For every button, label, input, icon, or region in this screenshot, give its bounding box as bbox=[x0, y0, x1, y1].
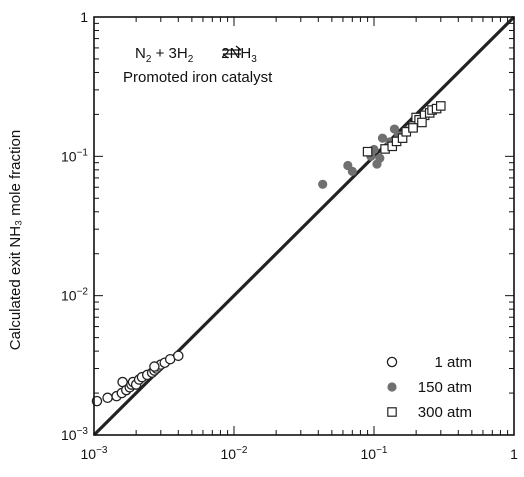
x-tick-label: 10−3 bbox=[81, 445, 108, 462]
y-tick-label: 10−1 bbox=[61, 147, 88, 164]
annotation-layer: N2 + 3H2 2NH3 Promoted iron catalyst bbox=[123, 45, 273, 86]
data-point bbox=[417, 117, 427, 128]
data-point bbox=[102, 392, 113, 404]
x-tick-label: 10−1 bbox=[361, 445, 388, 462]
data-point bbox=[377, 133, 388, 143]
legend-marker bbox=[387, 382, 397, 392]
catalyst-annotation: Promoted iron catalyst bbox=[123, 69, 273, 86]
y-tick-label: 1 bbox=[80, 9, 88, 25]
data-point bbox=[149, 361, 160, 372]
series-1-atm bbox=[91, 350, 184, 407]
data-point bbox=[389, 124, 400, 134]
legend-label: 300 atm bbox=[418, 404, 472, 421]
series-150-atm bbox=[318, 124, 411, 189]
data-point bbox=[375, 153, 385, 163]
plot-layer bbox=[91, 15, 516, 437]
x-tick-label: 1 bbox=[510, 446, 518, 462]
legend-label: 1 atm bbox=[434, 354, 472, 371]
series-300-atm bbox=[362, 101, 446, 157]
y-axis-label: Calculated exit NH₃ mole fraction bbox=[7, 130, 24, 350]
equation-annotation: N2 + 3H2 2NH3 bbox=[135, 45, 257, 65]
legend-marker bbox=[387, 407, 397, 417]
equilibrium-arrows-icon bbox=[222, 45, 242, 59]
data-point bbox=[347, 166, 357, 176]
data-point bbox=[173, 350, 184, 362]
data-point bbox=[362, 146, 373, 157]
legend-label: 150 atm bbox=[418, 379, 472, 396]
x-tick-label: 10−2 bbox=[221, 445, 248, 462]
legend-marker bbox=[386, 356, 398, 368]
data-point bbox=[435, 101, 446, 111]
y-tick-label: 10−2 bbox=[61, 287, 88, 304]
y-tick-label: 10−3 bbox=[61, 426, 88, 443]
axis-layer: 10−3 10−2 10−1 1 10−3 10−2 10−1 1 bbox=[61, 9, 518, 462]
legend: 1 atm 150 atm 300 atm bbox=[386, 354, 472, 421]
data-point bbox=[408, 123, 418, 133]
data-point bbox=[318, 179, 328, 189]
plot-frame bbox=[93, 16, 515, 436]
